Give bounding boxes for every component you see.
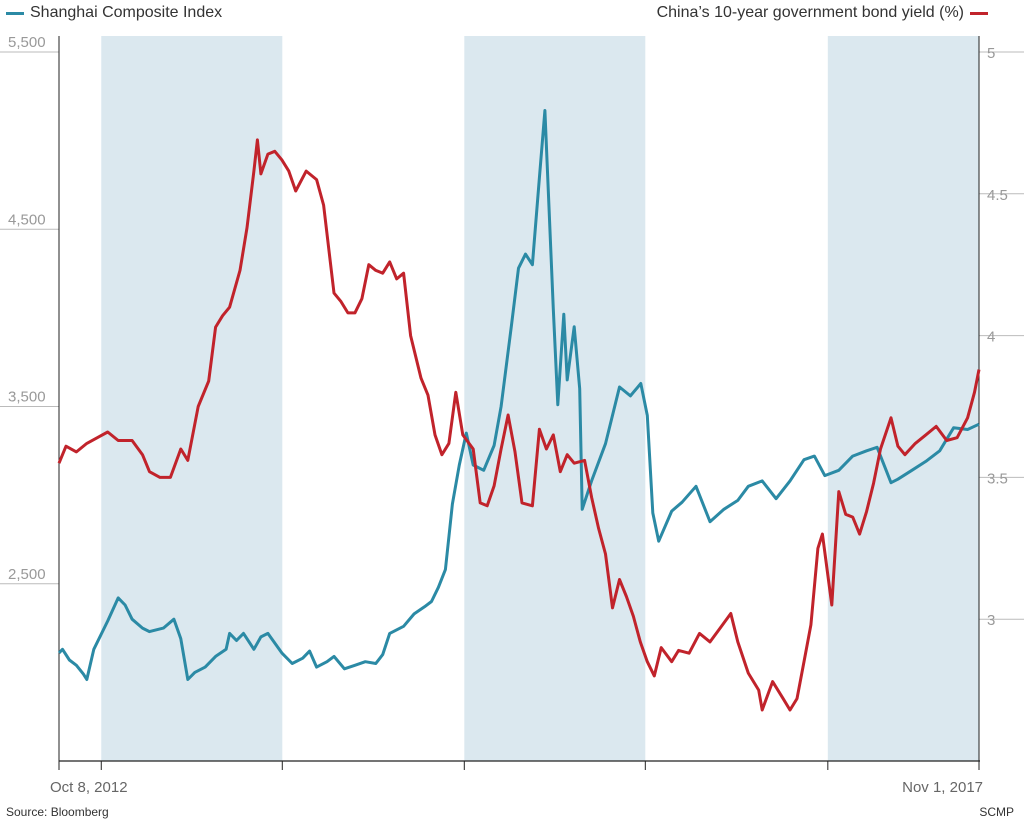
y-axis-right-labels: 5 4.5 4 3.5 3	[987, 45, 1008, 629]
legend-swatch-blue	[6, 11, 24, 15]
shaded-period-3	[827, 36, 979, 761]
series-line-shanghai-composite	[57, 109, 980, 681]
legend-bond-yield: China’s 10-year government bond yield (%…	[657, 4, 988, 22]
left-tick-label: 2,500	[8, 566, 46, 583]
credit: SCMP	[979, 805, 1014, 819]
left-tick-label: 5,500	[8, 34, 46, 51]
x-start-label: Oct 8, 2012	[50, 779, 128, 796]
y-axis-left-labels: 5,500 4,500 3,500 2,500	[8, 34, 46, 583]
shaded-period-1	[101, 36, 283, 761]
legend-label-shanghai: Shanghai Composite Index	[30, 4, 223, 21]
series-lines	[57, 109, 981, 712]
legend-label-bond-yield: China’s 10-year government bond yield (%…	[656, 4, 964, 21]
right-tick-label: 4	[987, 329, 995, 346]
right-tick-label: 4.5	[987, 187, 1008, 204]
axes	[58, 36, 980, 770]
x-end-label: Nov 1, 2017	[902, 779, 983, 796]
left-tick-label: 4,500	[8, 211, 46, 228]
legend-swatch-red	[970, 11, 988, 15]
left-tick-label: 3,500	[8, 389, 46, 406]
legend-shanghai: Shanghai Composite Index	[6, 4, 222, 22]
source-note: Source: Bloomberg	[6, 805, 109, 819]
shaded-periods	[101, 36, 979, 761]
series-line-bond-yield	[57, 138, 981, 712]
right-tick-label: 5	[987, 45, 995, 62]
right-tick-label: 3.5	[987, 470, 1008, 487]
right-tick-label: 3	[987, 612, 995, 629]
